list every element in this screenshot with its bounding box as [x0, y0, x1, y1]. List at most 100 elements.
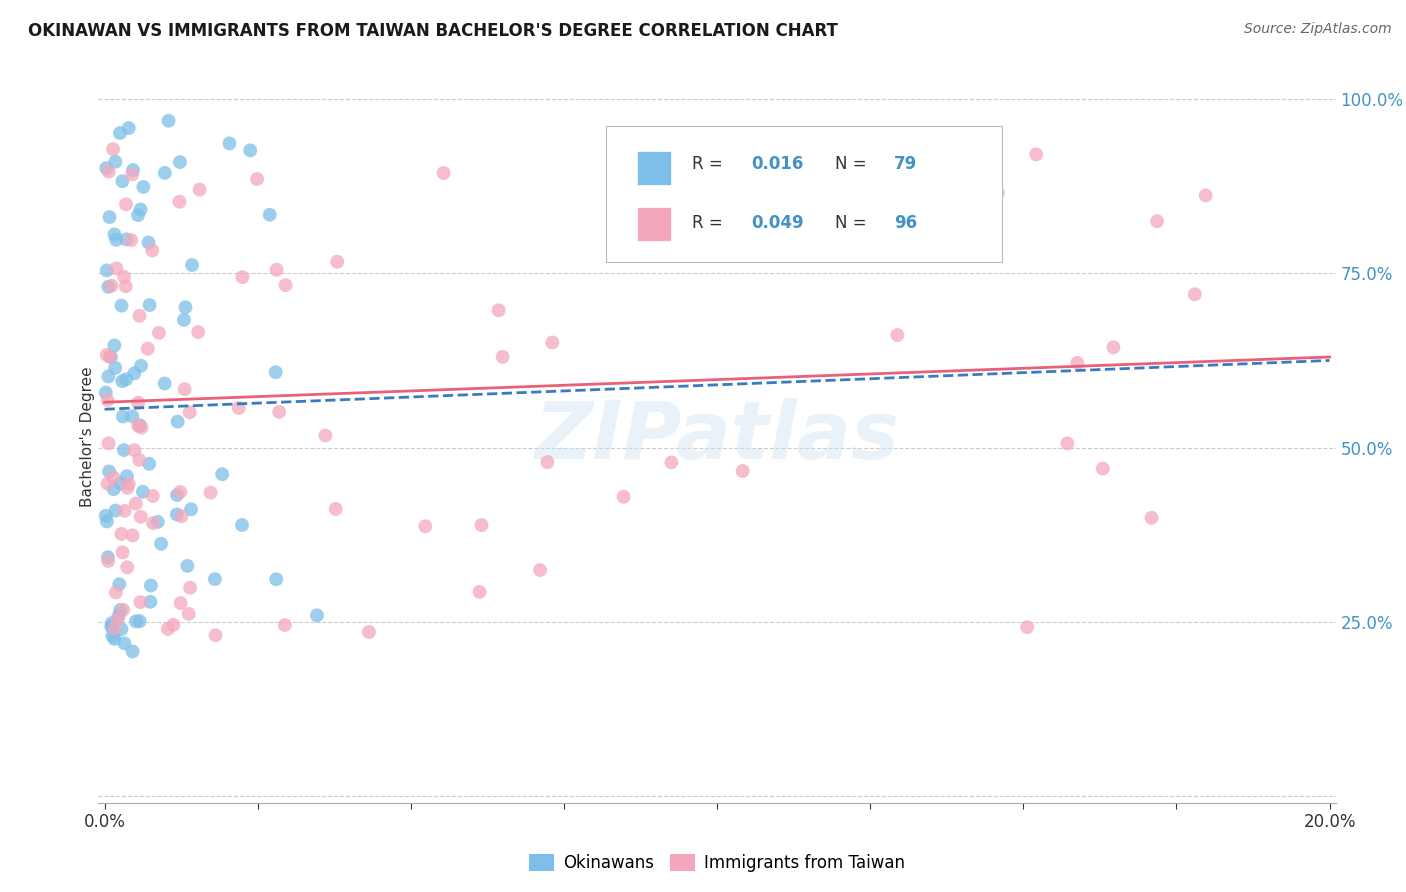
Point	[204, 572, 226, 586]
Point	[96, 161, 118, 176]
Text: 79: 79	[894, 155, 917, 173]
Point	[200, 485, 222, 500]
Point	[793, 128, 815, 142]
FancyBboxPatch shape	[637, 151, 671, 185]
Point	[357, 625, 380, 640]
Point	[274, 278, 297, 293]
Point	[153, 166, 176, 180]
Point	[127, 418, 149, 433]
Point	[264, 572, 287, 586]
Point	[110, 476, 132, 491]
Point	[127, 396, 149, 410]
Point	[274, 618, 297, 632]
Point	[124, 443, 146, 458]
Point	[97, 279, 120, 293]
Point	[170, 509, 193, 524]
Point	[1102, 340, 1125, 354]
Point	[179, 581, 201, 595]
Point	[488, 303, 510, 318]
Point	[96, 263, 118, 277]
Point	[105, 233, 128, 247]
Point	[117, 481, 139, 495]
Point	[146, 515, 169, 529]
Point	[132, 484, 155, 499]
Text: ZIPatlas: ZIPatlas	[534, 398, 900, 476]
Point	[110, 299, 132, 313]
Point	[111, 374, 134, 388]
Point	[103, 482, 125, 496]
Text: N =: N =	[835, 214, 872, 233]
Point	[97, 554, 120, 568]
Point	[97, 436, 120, 450]
Point	[107, 612, 129, 626]
Point	[231, 270, 253, 285]
Point	[305, 608, 328, 623]
Point	[100, 350, 122, 364]
Point	[139, 595, 162, 609]
Point	[98, 350, 121, 364]
Point	[112, 269, 135, 284]
Text: Source: ZipAtlas.com: Source: ZipAtlas.com	[1244, 22, 1392, 37]
Point	[166, 415, 188, 429]
Point	[115, 372, 138, 386]
Point	[211, 467, 233, 482]
Point	[125, 496, 148, 510]
Point	[181, 258, 204, 272]
Point	[259, 208, 281, 222]
Text: R =: R =	[692, 155, 728, 173]
Point	[541, 335, 564, 350]
Text: 96: 96	[894, 214, 917, 233]
Point	[108, 577, 131, 591]
Point	[97, 476, 120, 491]
Point	[100, 620, 122, 634]
Point	[104, 154, 127, 169]
Point	[118, 476, 141, 491]
Point	[1066, 356, 1088, 370]
Point	[1184, 287, 1206, 301]
Point	[112, 443, 135, 458]
Point	[246, 172, 269, 186]
Point	[326, 254, 349, 268]
Point	[491, 350, 513, 364]
Point	[121, 167, 143, 181]
Point	[1091, 461, 1114, 475]
Point	[264, 365, 287, 379]
Point	[121, 409, 143, 424]
Point	[1140, 510, 1163, 524]
Point	[111, 409, 134, 424]
Point	[115, 560, 138, 574]
Point	[470, 518, 492, 533]
Point	[731, 464, 754, 478]
Point	[114, 279, 136, 293]
FancyBboxPatch shape	[637, 207, 671, 241]
Point	[101, 615, 124, 630]
Point	[115, 197, 138, 211]
Point	[187, 325, 209, 339]
Point	[747, 129, 769, 144]
Point	[101, 629, 124, 643]
Point	[628, 166, 651, 180]
Point	[239, 144, 262, 158]
Point	[153, 376, 176, 391]
Point	[228, 401, 250, 415]
Point	[115, 232, 138, 246]
Point	[536, 455, 558, 469]
Text: R =: R =	[692, 214, 728, 233]
Point	[180, 502, 202, 516]
Point	[131, 420, 153, 434]
Point	[108, 126, 131, 140]
Point	[1195, 188, 1218, 202]
Point	[325, 502, 347, 516]
Point	[97, 392, 120, 407]
Point	[150, 537, 173, 551]
Point	[118, 121, 141, 136]
Point	[103, 470, 125, 484]
Point	[96, 515, 118, 529]
Point	[1017, 620, 1039, 634]
Point	[166, 488, 188, 502]
Point	[103, 338, 125, 352]
Text: 0.049: 0.049	[752, 214, 804, 233]
Point	[121, 528, 143, 542]
Point	[720, 137, 742, 152]
Point	[100, 278, 122, 293]
